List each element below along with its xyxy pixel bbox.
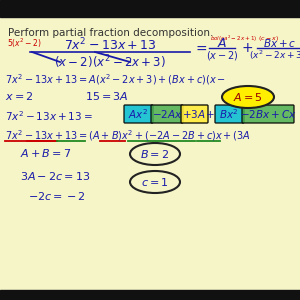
Text: $-2Ax$: $-2Ax$ (152, 108, 182, 120)
Text: $c = 1$: $c = 1$ (141, 176, 169, 188)
Text: $A+B = 7$: $A+B = 7$ (20, 147, 71, 159)
Text: $(x-2)(x^2-2x+3)$: $(x-2)(x^2-2x+3)$ (54, 53, 166, 70)
Text: $+$: $+$ (205, 109, 215, 119)
Text: $Bx+c$: $Bx+c$ (263, 37, 297, 49)
Text: $B = 2$: $B = 2$ (140, 148, 169, 160)
Text: $7x^2-13x+13 = (A+B)x^2+(-2A-2B+c)x+(3A$: $7x^2-13x+13 = (A+B)x^2+(-2A-2B+c)x+(3A$ (5, 128, 251, 143)
Bar (0, 290, 300, 300)
FancyBboxPatch shape (124, 105, 153, 123)
Text: $(c-x)$: $(c-x)$ (258, 34, 279, 43)
Text: $5(x^2-2)$: $5(x^2-2)$ (7, 37, 42, 50)
Text: $-2c = -2$: $-2c = -2$ (28, 190, 86, 202)
Bar (0, 0, 300, 17)
Text: $7x^2 - 13x + 13$: $7x^2 - 13x + 13$ (64, 37, 156, 54)
Text: $7x^2-13x+13 =$: $7x^2-13x+13 =$ (5, 109, 93, 123)
Text: $+3A$: $+3A$ (182, 108, 206, 120)
Text: $Bx^2$: $Bx^2$ (219, 107, 239, 121)
Text: $15 = 3A$: $15 = 3A$ (85, 90, 129, 102)
Text: $-2Bx+Cx$: $-2Bx+Cx$ (240, 108, 296, 120)
Text: $(x-2)$: $(x-2)$ (206, 49, 238, 62)
Text: $Ax^2$: $Ax^2$ (128, 107, 148, 121)
Ellipse shape (222, 86, 274, 108)
FancyBboxPatch shape (242, 105, 294, 123)
FancyBboxPatch shape (181, 105, 208, 123)
Text: $bol(ca^2-2x+1)$: $bol(ca^2-2x+1)$ (210, 34, 257, 44)
Text: $3A - 2c = 13$: $3A - 2c = 13$ (20, 170, 90, 182)
Text: $+$: $+$ (241, 41, 253, 55)
Text: Perform partial fraction decomposition.: Perform partial fraction decomposition. (8, 28, 213, 38)
Text: $=$: $=$ (193, 41, 207, 55)
Text: $7x^2-13x+13 = A(x^2-2x+3) + (Bx+c)(x-$: $7x^2-13x+13 = A(x^2-2x+3) + (Bx+c)(x-$ (5, 72, 226, 87)
Text: $x = 2$: $x = 2$ (5, 90, 34, 102)
Text: $(x^2-2x+3)$: $(x^2-2x+3)$ (249, 49, 300, 62)
FancyBboxPatch shape (151, 105, 183, 123)
Text: $A = 5$: $A = 5$ (233, 91, 263, 103)
FancyBboxPatch shape (215, 105, 244, 123)
Text: $A$: $A$ (217, 37, 227, 50)
